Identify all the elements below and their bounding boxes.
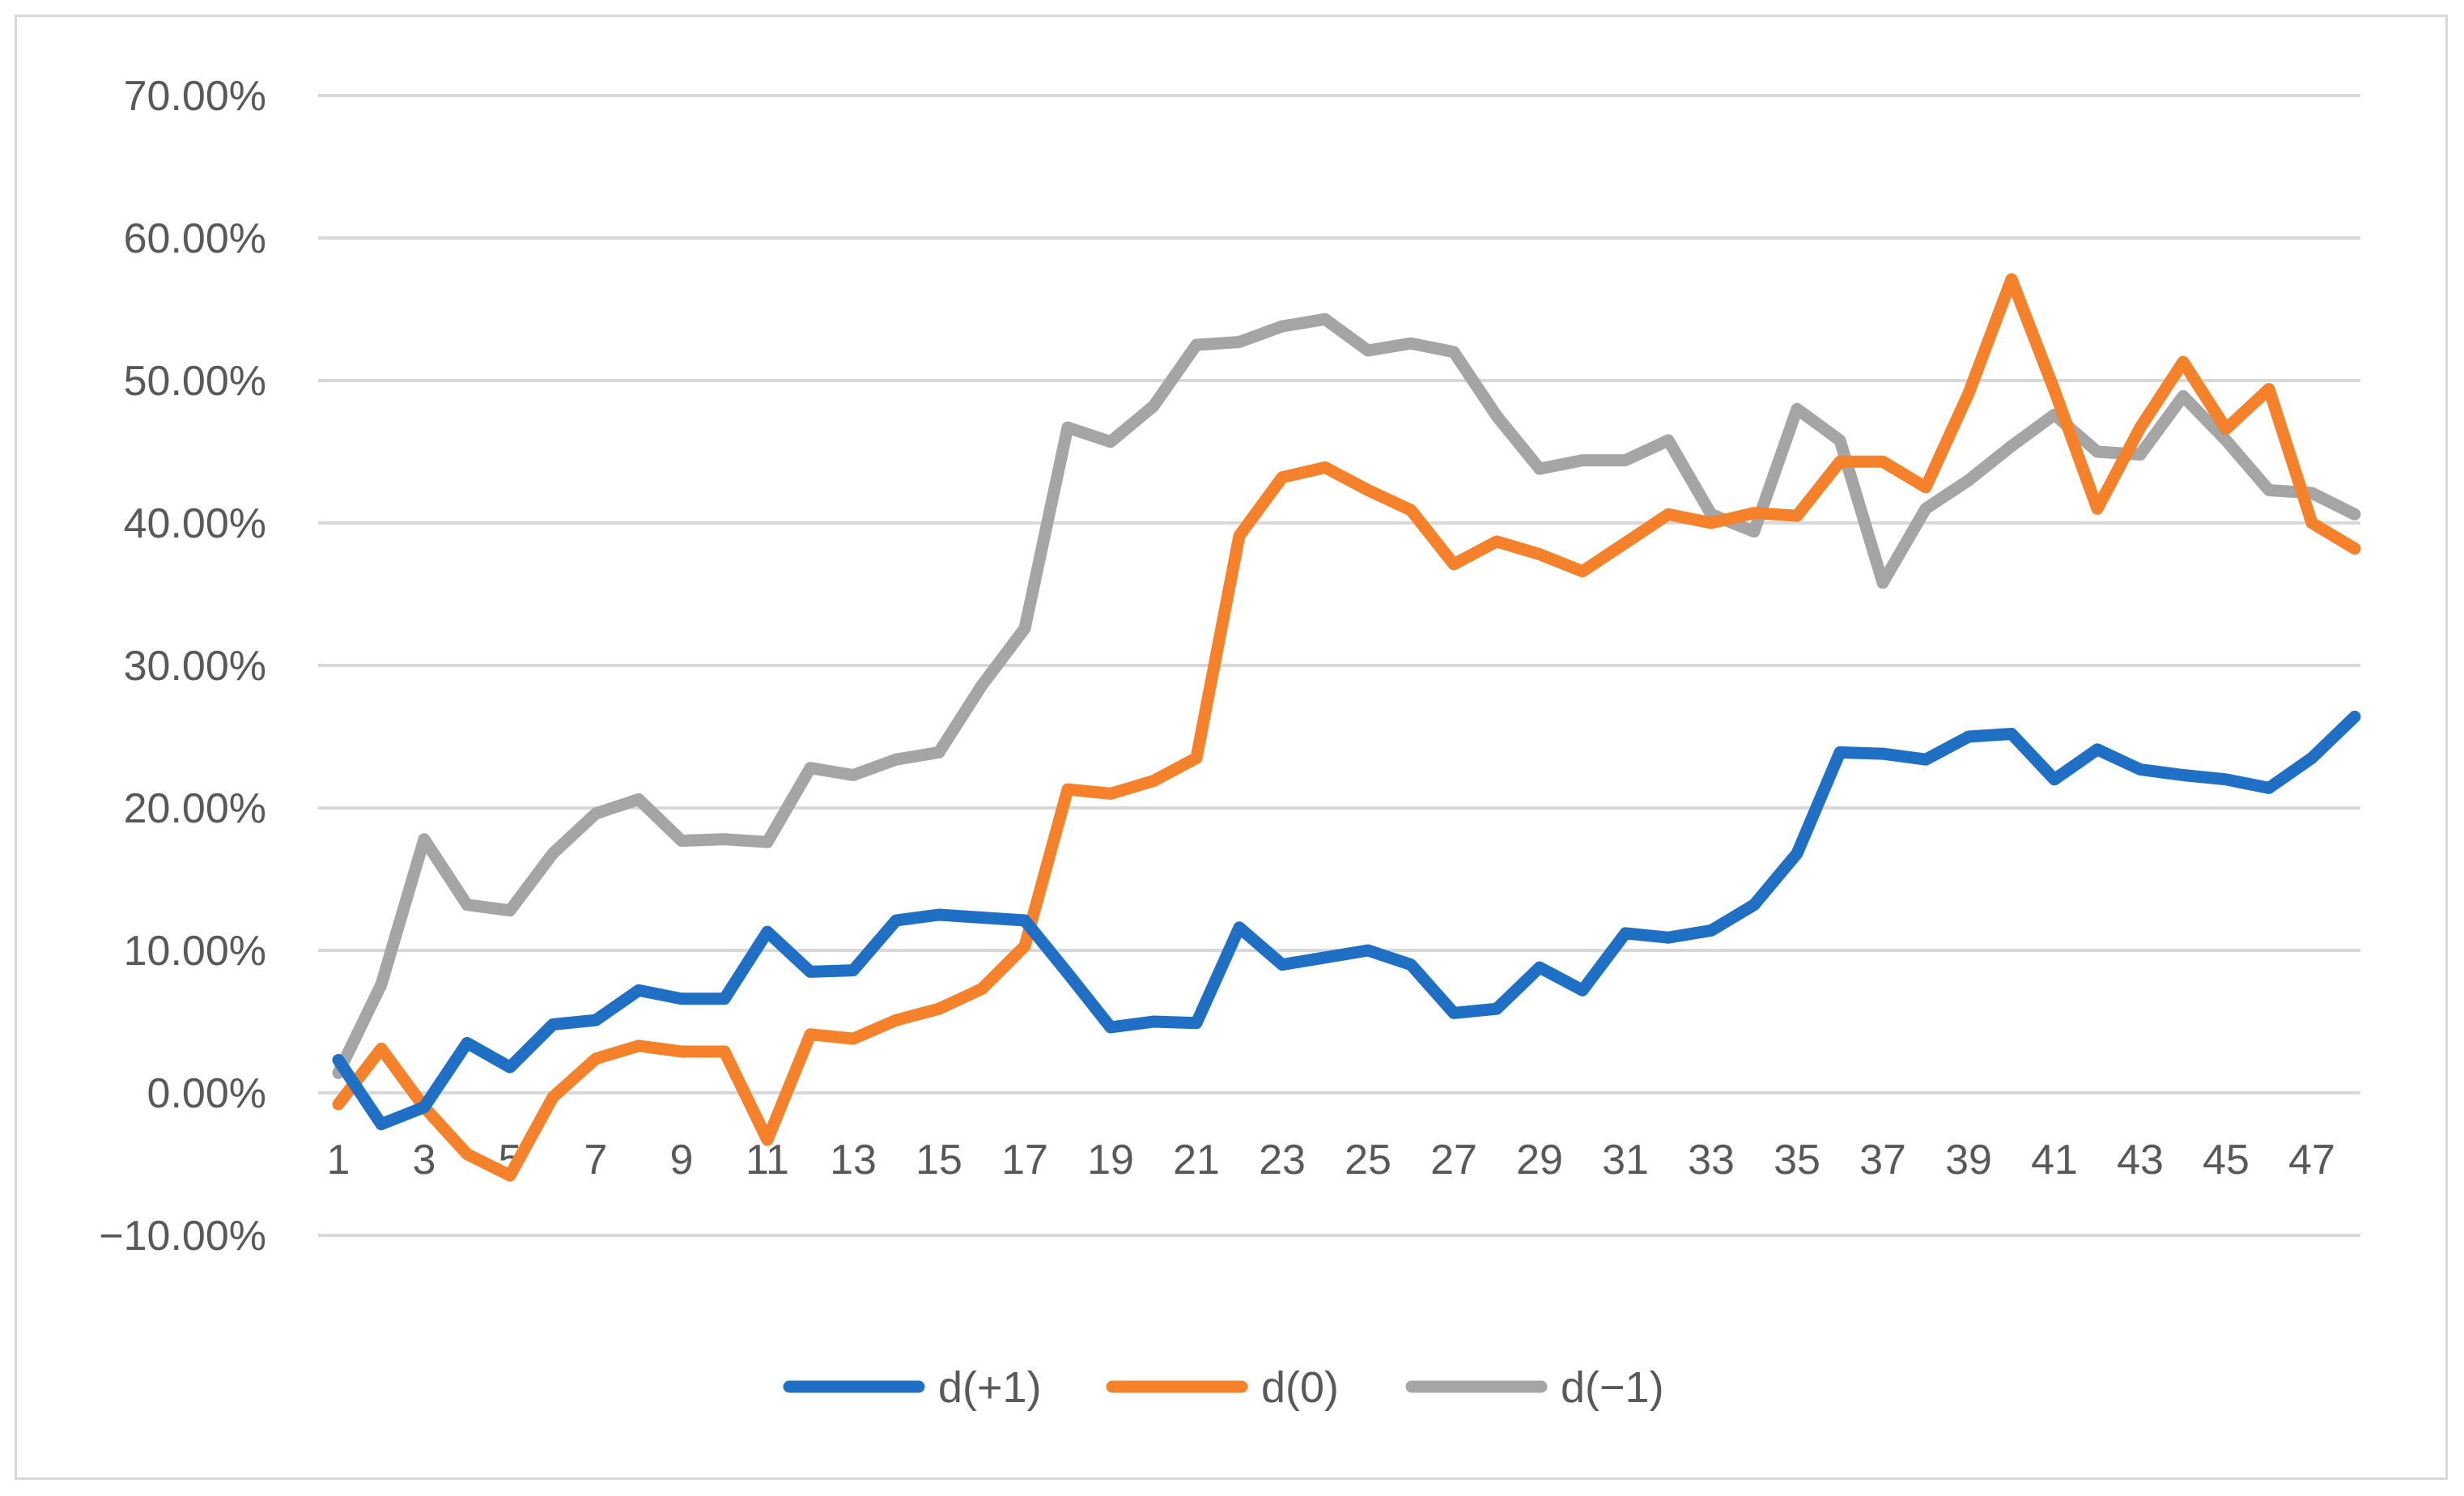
y-tick-label: −10.00% <box>99 1213 266 1260</box>
x-tick-label: 19 <box>1087 1137 1134 1184</box>
chart-frame: 70.00% 60.00% 50.00% 40.00% 30.00% 20.00% 10.0… <box>15 15 2448 1480</box>
y-tick-label: 40.00% <box>124 500 266 547</box>
x-tick-label: 25 <box>1345 1137 1391 1184</box>
legend-item: d(−1) <box>1405 1363 1664 1412</box>
series-line-2 <box>332 312 2361 1079</box>
y-tick-label: 60.00% <box>124 215 266 262</box>
y-tick-label: 10.00% <box>124 928 266 975</box>
x-tick-label: 23 <box>1259 1137 1306 1184</box>
y-tick-label: 30.00% <box>124 643 266 690</box>
y-tick-label: 50.00% <box>124 358 266 405</box>
series-line-0 <box>332 710 2361 1131</box>
y-axis-tick-labels: 70.00% 60.00% 50.00% 40.00% 30.00% 20.00% 10.0… <box>99 73 266 1260</box>
x-tick-label: 37 <box>1859 1137 1906 1184</box>
x-tick-label: 43 <box>2117 1137 2164 1184</box>
y-tick-label: 70.00% <box>124 73 266 120</box>
x-tick-label: 13 <box>830 1137 877 1184</box>
x-tick-label: 41 <box>2031 1137 2078 1184</box>
x-tick-label: 21 <box>1173 1137 1220 1184</box>
legend-label: d(0) <box>1261 1363 1339 1412</box>
legend: d(+1) d(0) d(−1) <box>783 1363 1664 1412</box>
x-tick-label: 47 <box>2288 1137 2335 1184</box>
x-tick-label: 3 <box>413 1137 436 1184</box>
x-tick-label: 1 <box>327 1137 350 1184</box>
x-tick-label: 27 <box>1430 1137 1477 1184</box>
gridlines <box>318 94 2360 1237</box>
legend-item: d(+1) <box>783 1363 1042 1412</box>
y-tick-label: 0.00% <box>147 1070 266 1117</box>
series-line-1 <box>332 273 2361 1182</box>
x-tick-label: 45 <box>2203 1137 2249 1184</box>
legend-item: d(0) <box>1106 1363 1339 1412</box>
x-tick-label: 7 <box>584 1137 608 1184</box>
x-tick-label: 33 <box>1688 1137 1735 1184</box>
legend-label: d(+1) <box>938 1363 1042 1412</box>
x-tick-label: 35 <box>1774 1137 1820 1184</box>
legend-label: d(−1) <box>1561 1363 1664 1412</box>
x-tick-label: 15 <box>916 1137 962 1184</box>
y-tick-label: 20.00% <box>124 785 266 832</box>
x-tick-label: 9 <box>670 1137 694 1184</box>
x-tick-label: 17 <box>1001 1137 1048 1184</box>
series-lines <box>332 273 2361 1182</box>
x-tick-label: 29 <box>1516 1137 1563 1184</box>
x-tick-label: 39 <box>1945 1137 1992 1184</box>
x-axis-tick-labels: 1 3 5 7 9 11 13 15 17 19 21 23 25 27 29 31 33 35 37 39 41 43 4… <box>327 1137 2335 1184</box>
line-chart: 70.00%60.00%50.00%40.00%30.00%20.00%10.0… <box>99 73 2361 1412</box>
x-tick-label: 31 <box>1602 1137 1649 1184</box>
